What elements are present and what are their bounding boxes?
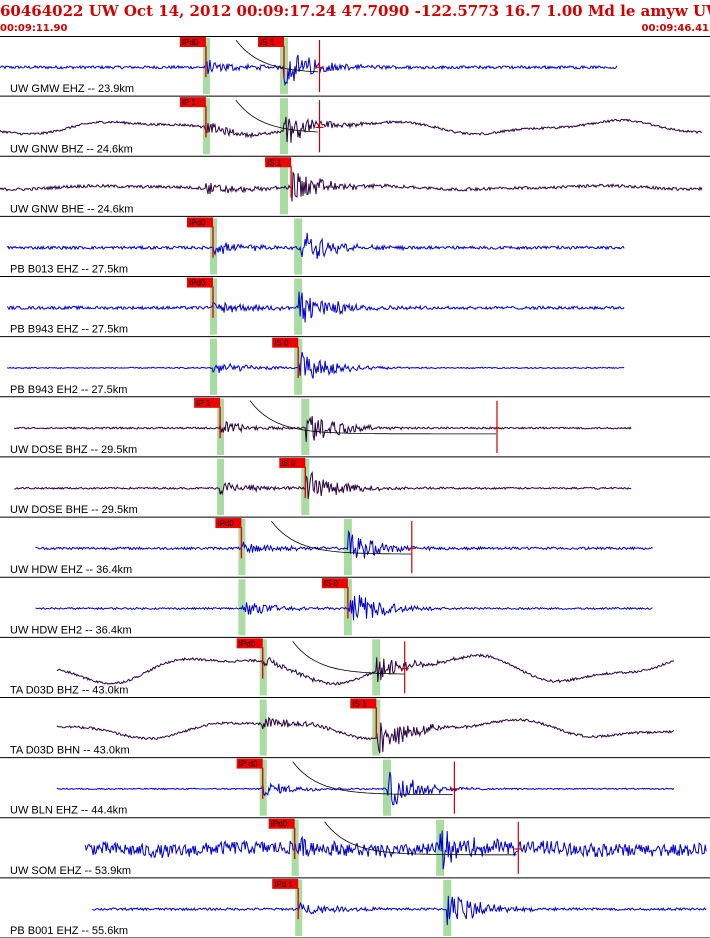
seismogram-panel: IPd0 IS 1 UW GMW EHZ -- 23.9km IP 1 UW GNW B…: [0, 36, 710, 938]
p-pick-label: IPd0: [217, 519, 234, 528]
s-window: [443, 879, 452, 936]
channel-label: PB B943 EH2 -- 27.5km: [10, 384, 127, 396]
s-pick-flag[interactable]: [350, 698, 377, 709]
channel-label: UW BLN EHZ -- 44.4km: [10, 805, 127, 817]
p-pick-flag[interactable]: [236, 758, 263, 769]
s-window: [294, 218, 303, 275]
channel-label: UW DOSE BHE -- 29.5km: [10, 504, 138, 516]
waveform-trace: [84, 830, 707, 870]
s-pick-label: IS 0: [274, 339, 289, 348]
s-pick-flag[interactable]: [265, 157, 292, 168]
p-pick-label: IPd0: [239, 639, 256, 648]
p-pick-label: IPd0: [189, 218, 206, 227]
event-title: 60464022 UW Oct 14, 2012 00:09:17.24 47.…: [0, 2, 710, 20]
coda-curve: [292, 761, 453, 795]
channel-label: PB B013 EHZ -- 27.5km: [10, 264, 128, 276]
coda-curve: [235, 99, 318, 133]
p-pick-label: IPd 1: [274, 880, 293, 889]
p-pick-flag[interactable]: [179, 37, 206, 47]
s-window: [382, 759, 391, 816]
channel-label: UW HDW EHZ -- 36.4km: [10, 564, 132, 576]
waveform-trace: [56, 716, 675, 754]
waveform-trace: [0, 116, 703, 143]
time-end-label: 00:09:46.41: [641, 23, 709, 34]
p-pick-flag[interactable]: [194, 397, 221, 408]
s-pick-label: IS 0: [281, 459, 296, 468]
waveform-trace: [6, 291, 625, 323]
p-pick-label: IP 1: [196, 399, 211, 408]
s-pick-label: IS 1: [267, 158, 282, 167]
s-pick-label: IS 0: [324, 579, 339, 588]
s-pick-label: IS 1: [260, 38, 275, 47]
waveform-trace: [35, 529, 653, 559]
channel-label: UW SOM EHZ -- 53.9km: [10, 865, 131, 877]
channel-label: PB B943 EHZ -- 27.5km: [10, 324, 128, 336]
coda-curve: [324, 821, 517, 856]
channel-label: UW GMW EHZ -- 23.9km: [10, 83, 134, 95]
channel-label: UW HDW EH2 -- 36.4km: [10, 624, 132, 636]
waveform-trace: [56, 653, 675, 686]
waveform-trace: [0, 171, 703, 202]
p-pick-flag[interactable]: [215, 518, 242, 529]
waveform-trace: [0, 54, 618, 86]
waveform-trace: [6, 351, 625, 379]
p-pick-flag[interactable]: [268, 818, 295, 829]
p-pick-flag[interactable]: [187, 277, 213, 288]
p-pick-flag[interactable]: [236, 638, 263, 649]
s-window: [301, 398, 310, 455]
coda-curve: [249, 400, 497, 435]
waveform-trace: [13, 416, 632, 442]
s-window: [436, 819, 445, 876]
p-pick-flag[interactable]: [272, 878, 299, 889]
p-window: [210, 338, 217, 395]
p-pick-flag[interactable]: [187, 217, 213, 228]
channel-label: TA D03D BHZ -- 43.0km: [10, 684, 128, 696]
waveform-trace: [92, 895, 707, 926]
s-window: [280, 158, 288, 215]
s-pick-label: IS 1: [352, 699, 367, 708]
p-pick-label: IPd0: [189, 279, 206, 288]
waveform-trace: [6, 232, 625, 260]
waveform-trace: [56, 771, 675, 806]
s-pick-flag[interactable]: [272, 337, 299, 348]
p-pick-label: IP 1: [182, 98, 197, 107]
channel-label: UW GNW BHE -- 24.6km: [10, 203, 133, 215]
s-pick-flag[interactable]: [321, 578, 348, 589]
channel-label: UW DOSE BHZ -- 29.5km: [10, 444, 137, 456]
p-pick-label: IPd0: [182, 38, 199, 47]
s-pick-flag[interactable]: [279, 457, 306, 468]
p-window: [217, 458, 225, 516]
time-start-label: 00:09:11.90: [0, 23, 68, 34]
waveform-trace: [14, 471, 632, 499]
p-pick-flag[interactable]: [179, 97, 206, 108]
channel-label: UW GNW BHZ -- 24.6km: [10, 143, 133, 155]
p-pick-label: IP d0: [239, 760, 258, 769]
coda-curve: [292, 641, 405, 675]
s-pick-flag[interactable]: [258, 37, 284, 47]
p-pick-label: IPd0: [271, 820, 288, 829]
waveform-trace: [35, 595, 653, 621]
coda-curve: [235, 39, 318, 73]
channel-label: PB B001 EHZ -- 55.6km: [10, 925, 128, 937]
coda-curve: [271, 520, 412, 555]
channel-label: TA D03D BHN -- 43.0km: [10, 745, 130, 757]
